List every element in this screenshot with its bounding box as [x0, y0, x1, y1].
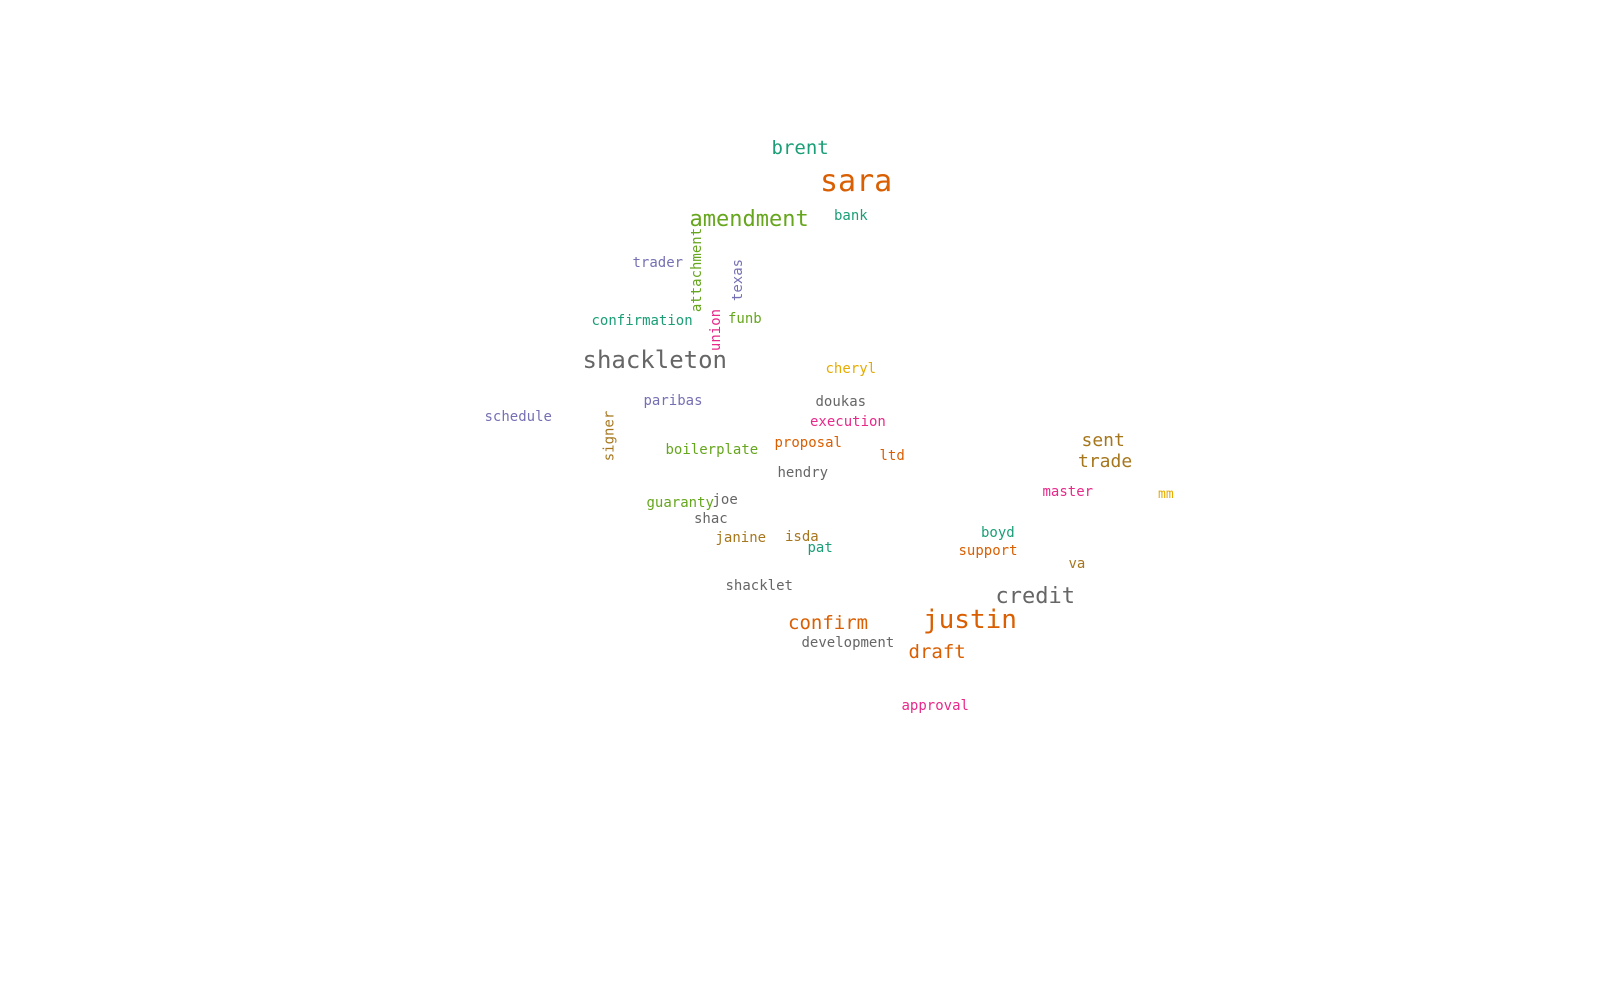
word-bank: bank	[834, 208, 868, 224]
word-joe: joe	[712, 492, 738, 508]
word-attachment: attachment	[689, 227, 706, 313]
word-boyd: boyd	[981, 525, 1015, 541]
word-justin: justin	[923, 605, 1017, 635]
word-doukas: doukas	[815, 394, 867, 410]
word-sara: sara	[820, 164, 893, 199]
word-cheryl: cheryl	[825, 361, 877, 377]
word-master: master	[1042, 484, 1094, 500]
word-guaranty: guaranty	[646, 495, 714, 511]
word-trade: trade	[1078, 451, 1133, 472]
word-va: va	[1068, 556, 1086, 572]
word-pat: pat	[807, 540, 833, 556]
word-boilerplate: boilerplate	[665, 442, 759, 458]
word-mm: mm	[1158, 486, 1174, 502]
word-paribas: paribas	[643, 393, 703, 409]
word-funb: funb	[728, 311, 762, 327]
word-sent: sent	[1081, 430, 1125, 451]
word-shacklet: shacklet	[725, 578, 793, 594]
word-texas: texas	[730, 258, 747, 302]
word-hendry: hendry	[777, 465, 829, 481]
word-execution: execution	[810, 414, 886, 430]
word-support: support	[958, 543, 1018, 559]
word-shackleton: shackleton	[582, 346, 728, 374]
word-brent: brent	[771, 136, 829, 159]
word-credit: credit	[995, 584, 1075, 609]
word-draft: draft	[908, 640, 966, 663]
word-schedule: schedule	[484, 409, 552, 425]
word-confirm: confirm	[788, 611, 869, 634]
word-amendment: amendment	[689, 207, 809, 232]
word-ltd: ltd	[879, 448, 905, 464]
word-confirmation: confirmation	[591, 313, 693, 329]
word-janine: janine	[715, 530, 767, 546]
word-approval: approval	[901, 698, 969, 714]
word-isda: isda	[785, 529, 819, 545]
word-union: union	[708, 308, 725, 352]
word-development: development	[801, 635, 895, 651]
word-trader: trader	[632, 255, 684, 271]
word-shac: shac	[694, 511, 728, 527]
word-proposal: proposal	[774, 435, 842, 451]
word-signer: signer	[600, 410, 617, 462]
